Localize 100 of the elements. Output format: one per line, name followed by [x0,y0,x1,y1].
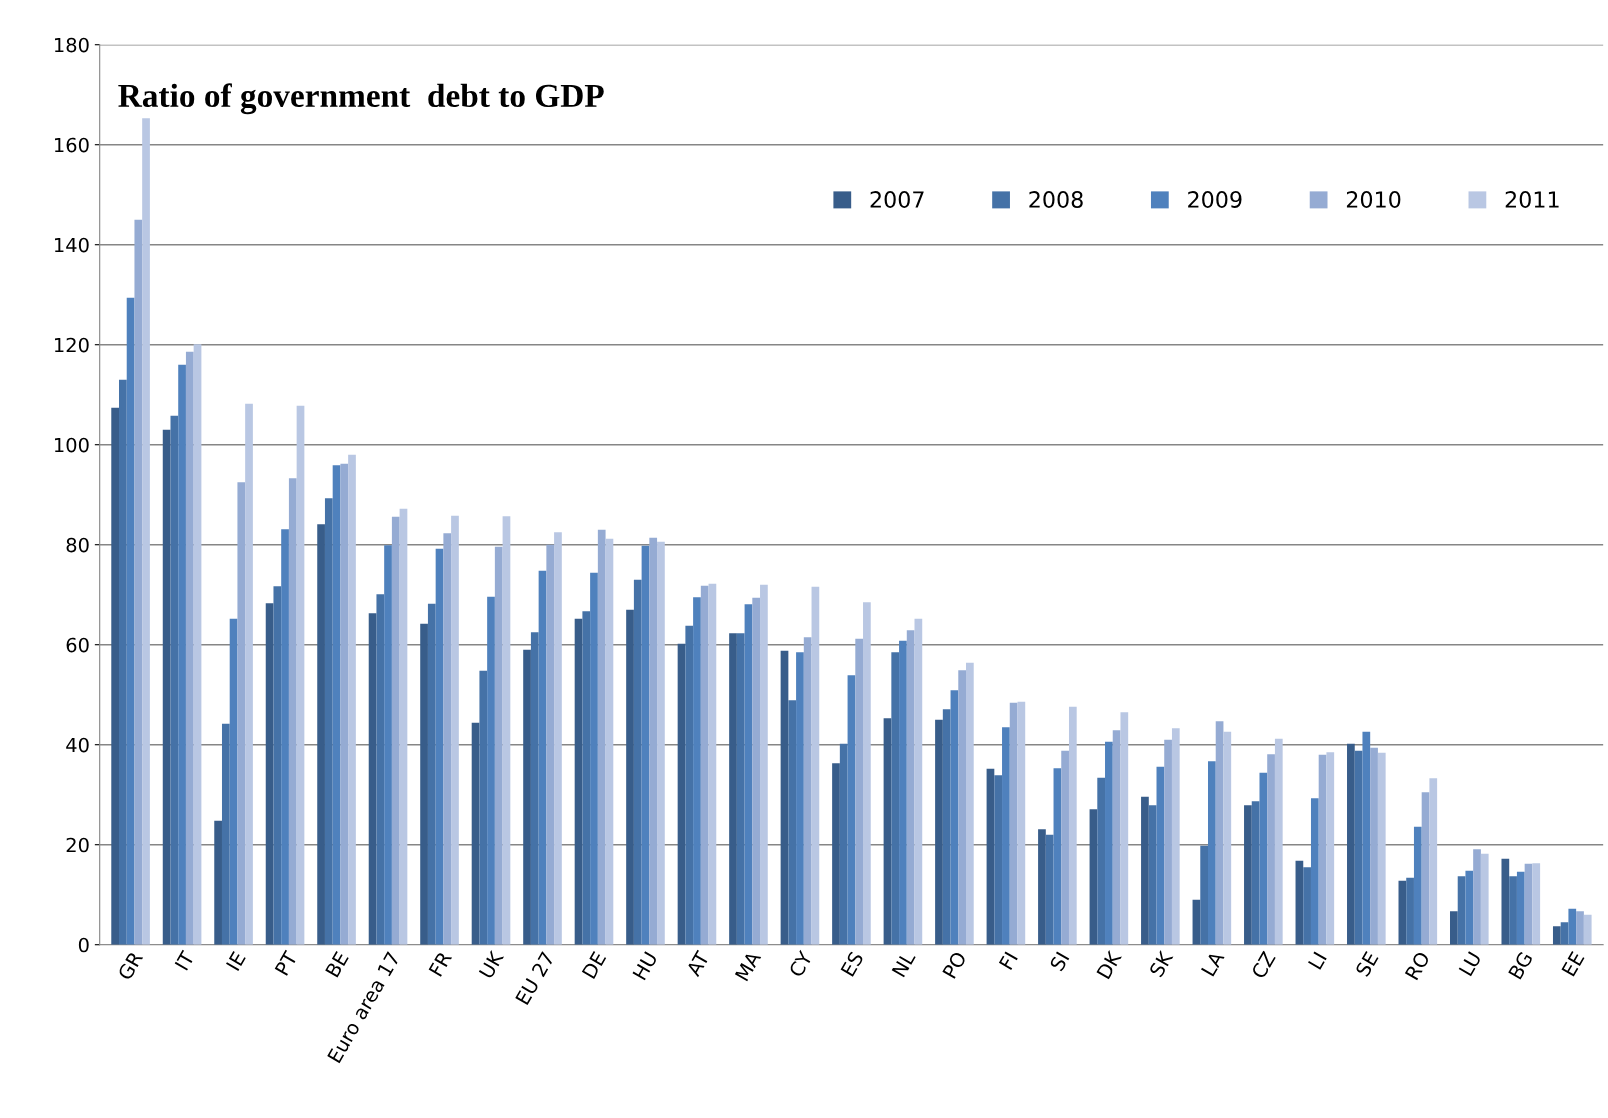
x-tick-label: SE [1354,950,1379,978]
x-tick-label: DE [581,950,607,979]
x-tick-label: LA [1201,950,1225,977]
bar [1097,777,1106,945]
y-tick-label: 60 [66,637,89,653]
bar [1354,750,1363,945]
bar [134,219,143,945]
bar [796,652,804,945]
bar [265,603,274,945]
bar [966,662,974,945]
bar [1326,752,1335,945]
y-tick-label: 40 [66,737,89,753]
x-tick-label: PT [274,949,298,976]
bar [935,719,943,945]
bar [788,700,797,945]
bar [1450,911,1458,945]
bar [296,405,305,945]
bar [633,579,642,945]
bar [736,633,745,945]
bar [523,649,531,945]
bar [471,722,480,945]
bar [281,529,289,945]
bar [340,463,349,945]
bar [590,572,598,945]
x-tick-label: MA [734,950,762,982]
x-tick-label: IT [174,949,195,971]
bar [685,625,694,945]
bar [855,638,864,945]
bar [1552,926,1561,945]
bar [1429,778,1438,945]
bar [1053,768,1062,945]
bar [399,508,408,945]
y-tick-label: 0 [78,937,89,953]
bar [752,597,761,945]
bar [1002,727,1010,945]
bar [142,118,150,945]
x-tick-label: PO [942,950,967,979]
x-tick-label: UK [478,949,505,979]
x-tick-label: RO [1404,950,1431,981]
text: Ratio of government debt to GDP [118,83,604,115]
bar [950,690,959,945]
bar [443,533,452,945]
bar [1112,730,1121,945]
bar [906,630,915,945]
bar [760,584,768,945]
x-tick-label: SI [1049,951,1070,972]
y-tick-label: 140 [55,237,89,253]
bar [1413,826,1422,945]
legend-label: 2007 [870,191,924,208]
bar [1568,908,1577,945]
x-tick-label: LU [1458,951,1482,977]
bar [420,623,428,945]
bar [1141,796,1149,945]
bar [288,478,297,945]
bar [221,723,230,945]
y-tick-label: 160 [55,137,89,153]
bar [700,585,709,945]
bar [368,613,377,945]
bar [1501,858,1510,945]
y-tick-label: 20 [66,837,89,853]
bar [1457,876,1466,945]
bar [1164,739,1172,945]
bar [832,763,840,945]
bar [641,545,650,945]
bar [1089,809,1098,945]
x-tick-label: GR [117,950,144,981]
bar [111,407,119,945]
bar [803,637,812,945]
x-tick-label: LI [1308,951,1327,970]
bar [986,768,995,945]
bar [1347,743,1355,945]
bar [1009,702,1018,945]
bar [1516,871,1525,945]
bar [942,709,951,945]
bar [1267,754,1275,945]
bar [1362,731,1371,945]
legend-label: 2009 [1188,191,1242,208]
x-tick-label: FR [428,950,453,977]
bar [883,718,892,945]
bar [1061,750,1069,945]
bar [1120,712,1129,945]
bar [479,670,488,945]
bar [178,364,186,945]
x-tick-label: EE [1561,950,1585,977]
bar [626,609,634,945]
bar [780,650,789,945]
bar [1473,849,1481,945]
bar [1200,845,1208,945]
bar [811,586,820,945]
bar [1244,805,1252,945]
legend-label: 2010 [1346,191,1401,208]
bar [451,515,459,945]
bar [1421,792,1430,945]
bar [273,586,282,945]
bar [1208,761,1216,945]
bar [649,537,658,945]
bar [317,524,325,945]
bar [677,643,686,945]
bar [332,465,341,945]
bar [958,670,966,945]
